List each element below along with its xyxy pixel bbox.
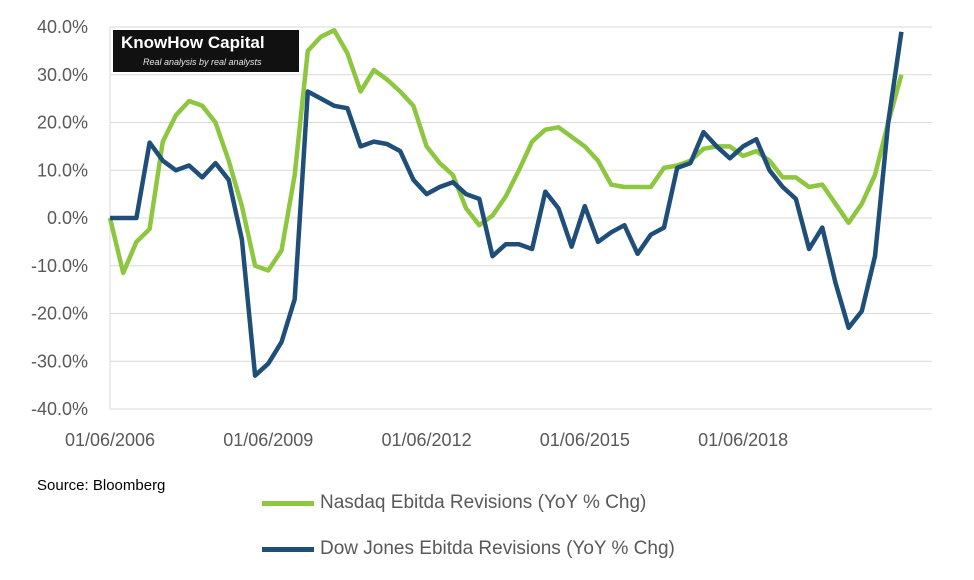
y-tick-label: -40.0%	[31, 399, 88, 419]
y-axis-tick-labels: -40.0% -30.0% -20.0% -10.0% 0.0% 10.0% 20.0% 30…	[31, 17, 88, 419]
legend-label-dow-jones: Dow Jones Ebitda Revisions (YoY % Chg)	[320, 538, 675, 559]
y-tick-label: 0.0%	[47, 208, 88, 228]
legend-item-dow-jones: Dow Jones Ebitda Revisions (YoY % Chg)	[262, 526, 675, 572]
source-note: Source: Bloomberg	[37, 477, 166, 494]
x-tick-label: 01/06/2015	[540, 430, 630, 450]
chart-legend: Nasdaq Ebitda Revisions (YoY % Chg) Dow …	[262, 480, 675, 572]
y-tick-label: -10.0%	[31, 256, 88, 276]
y-tick-label: 30.0%	[37, 65, 88, 85]
y-tick-label: 40.0%	[37, 17, 88, 37]
series-line-nasdaq	[107, 28, 904, 276]
legend-swatch-dow-jones	[262, 546, 314, 552]
knowhow-capital-logo: KnowHow Capital Real analysis by real an…	[113, 30, 299, 72]
y-tick-label: -20.0%	[31, 304, 88, 324]
legend-label-nasdaq: Nasdaq Ebitda Revisions (YoY % Chg)	[320, 492, 647, 513]
series-lines	[107, 28, 904, 378]
gridlines	[109, 26, 932, 410]
x-tick-label: 01/06/2009	[223, 430, 313, 450]
logo-title: KnowHow Capital	[121, 33, 265, 52]
x-tick-label: 01/06/2012	[382, 430, 472, 450]
logo-subtitle: Real analysis by real analysts	[143, 57, 262, 67]
y-tick-label: -30.0%	[31, 351, 88, 371]
x-tick-label: 01/06/2018	[698, 430, 788, 450]
legend-item-nasdaq: Nasdaq Ebitda Revisions (YoY % Chg)	[262, 480, 675, 526]
y-tick-label: 10.0%	[37, 160, 88, 180]
legend-swatch-nasdaq	[262, 500, 314, 506]
x-tick-label: 01/06/2006	[65, 430, 155, 450]
series-line-dow-jones	[110, 31, 904, 378]
y-tick-label: 20.0%	[37, 113, 88, 133]
x-axis-tick-labels: 01/06/2006 01/06/2009 01/06/2012 01/06/2015…	[65, 430, 788, 450]
